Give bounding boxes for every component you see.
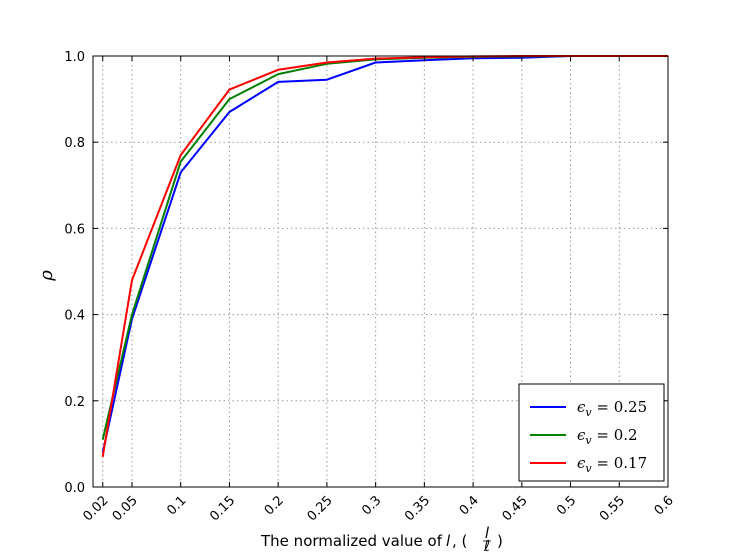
x-tick-label: 0.1 — [164, 493, 189, 518]
legend-subscript: v — [585, 462, 592, 475]
y-tick-label: 0.4 — [64, 309, 85, 324]
legend-label-2: ϵv = 0.17 — [577, 454, 647, 475]
legend-symbol: ϵ — [577, 398, 586, 416]
x-axis-label-punct-close: ) — [497, 532, 503, 550]
legend-label-0: ϵv = 0.25 — [577, 398, 647, 419]
y-tick-label: 1.0 — [64, 50, 85, 65]
legend-value: = 0.2 — [592, 426, 638, 444]
x-tick-label: 0.4 — [457, 493, 482, 518]
series-line-1 — [101, 55, 668, 440]
x-tick-label: 0.05 — [110, 493, 141, 524]
legend-label-1: ϵv = 0.2 — [577, 426, 638, 447]
plot-area-frame — [92, 55, 669, 488]
y-tick-label: 0.8 — [64, 136, 85, 151]
x-axis-label: The normalized value of l , ( l ℓ ) — [260, 524, 503, 555]
x-tick-label: 0.45 — [500, 493, 531, 524]
x-tick-label: 0.35 — [402, 493, 433, 524]
x-axis-label-punct-open: , ( — [452, 532, 467, 550]
x-tick-label: 0.25 — [305, 493, 336, 524]
x-axis-label-text: The normalized value of — [260, 532, 443, 550]
x-tick-label: 0.02 — [80, 493, 111, 524]
x-tick-label: 0.15 — [207, 493, 238, 524]
x-tick-label: 0.55 — [597, 493, 628, 524]
x-axis-label-fraction-denominator: ℓ — [483, 537, 490, 555]
x-axis-label-variable: l — [446, 532, 451, 550]
y-tick-label: 0.6 — [64, 222, 85, 237]
x-tick-label: 0.2 — [262, 493, 287, 518]
x-tick-label: 0.6 — [652, 493, 677, 518]
legend-symbol: ϵ — [577, 426, 586, 444]
y-tick-label: 0.2 — [64, 395, 85, 410]
x-tick-label: 0.3 — [359, 493, 384, 518]
legend-symbol: ϵ — [577, 454, 586, 472]
y-tick-label: 0.0 — [64, 481, 85, 496]
x-tick-label: 0.5 — [554, 493, 579, 518]
y-axis-label: ρ — [36, 270, 57, 282]
legend-subscript: v — [585, 434, 592, 447]
legend-subscript: v — [585, 406, 592, 419]
x-axis-label-fraction-numerator: l — [485, 524, 490, 542]
legend-box — [518, 383, 665, 482]
legend-value: = 0.25 — [592, 398, 648, 416]
legend-value: = 0.17 — [592, 454, 648, 472]
